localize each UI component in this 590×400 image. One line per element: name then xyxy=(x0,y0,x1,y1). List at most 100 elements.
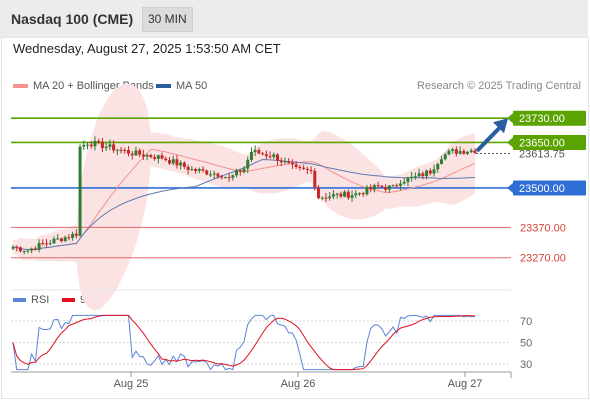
candle-body xyxy=(223,177,227,179)
candle-body xyxy=(115,149,119,151)
candle-body xyxy=(89,144,93,147)
candle-body xyxy=(350,195,354,198)
candle-body xyxy=(365,186,369,195)
candle-body xyxy=(343,191,347,197)
legend-rsi: RSI xyxy=(13,294,49,306)
level-tag-pointer xyxy=(507,113,513,124)
candle-body xyxy=(454,149,458,154)
candle-body xyxy=(179,162,183,166)
bollinger-band xyxy=(13,83,475,311)
candle-body xyxy=(428,170,432,174)
candle-body xyxy=(164,158,168,161)
candle-body xyxy=(320,197,324,199)
rsi-9ma-line xyxy=(12,314,476,371)
candle-body xyxy=(384,187,388,190)
candle-body xyxy=(372,185,376,190)
candle-body xyxy=(391,185,395,187)
candle-body xyxy=(97,141,101,143)
candle-body xyxy=(22,251,26,253)
candle-body xyxy=(279,160,283,163)
candle-body xyxy=(37,243,41,250)
interval-button[interactable]: 30 MIN xyxy=(142,7,193,32)
candle-body xyxy=(402,181,406,184)
candle-body xyxy=(317,187,321,199)
candle-body xyxy=(257,150,261,154)
candle-body xyxy=(346,191,350,198)
candle-body xyxy=(354,193,358,196)
candle-body xyxy=(462,151,466,154)
candle-body xyxy=(417,173,421,177)
candle-body xyxy=(235,170,239,176)
candle-body xyxy=(425,170,429,177)
candle-body xyxy=(190,169,194,171)
candle-body xyxy=(358,193,361,195)
candle-body xyxy=(160,155,164,159)
x-tick-label: Aug 27 xyxy=(448,378,483,390)
rsi-line xyxy=(12,314,476,371)
candle-body xyxy=(249,151,253,160)
candle-body xyxy=(205,170,209,175)
candle-body xyxy=(361,193,365,195)
candle-body xyxy=(380,185,384,188)
candle-body xyxy=(130,153,134,156)
candle-body xyxy=(264,154,268,157)
candle-body xyxy=(227,177,231,179)
rsi-tick-label: 30 xyxy=(520,359,532,371)
candle-body xyxy=(220,176,224,178)
candle-body xyxy=(100,141,104,149)
candle-body xyxy=(74,233,78,236)
candle-body xyxy=(123,149,127,151)
candle-body xyxy=(71,233,75,238)
candle-body xyxy=(268,156,272,158)
candle-body xyxy=(171,159,175,164)
x-tick-label: Aug 25 xyxy=(114,378,149,390)
candle-body xyxy=(112,144,116,151)
candle-body xyxy=(175,159,179,166)
candle-body xyxy=(369,186,373,190)
candle-body xyxy=(313,170,317,188)
candle-body xyxy=(410,176,414,178)
candle-body xyxy=(309,169,313,171)
level-tag-pointer xyxy=(507,182,513,193)
candle-body xyxy=(287,161,291,163)
candle-body xyxy=(93,141,97,147)
ma9-swatch xyxy=(62,298,75,302)
candle-body xyxy=(216,173,220,177)
candle-body xyxy=(63,237,67,242)
candle-body xyxy=(246,159,250,169)
rsi-tick-label: 70 xyxy=(520,316,532,328)
candle-body xyxy=(134,150,138,156)
candle-body xyxy=(387,185,391,190)
last-price-label: 23613.75 xyxy=(519,148,565,160)
level-tag-pointer xyxy=(507,137,513,148)
rsi-swatch xyxy=(13,298,26,302)
chart-header: Nasdaq 100 (CME) 30 MIN xyxy=(0,0,588,38)
candle-body xyxy=(156,155,160,159)
candle-body xyxy=(186,166,190,170)
candle-body xyxy=(208,174,212,176)
candle-body xyxy=(182,162,186,167)
x-tick-label: Aug 26 xyxy=(281,378,316,390)
candle-body xyxy=(331,194,335,197)
candle-body xyxy=(119,149,123,151)
candle-body xyxy=(376,185,380,187)
level-tag-23650.00 xyxy=(513,134,586,150)
candle-body xyxy=(398,183,402,186)
candle-body xyxy=(473,150,477,153)
candle-body xyxy=(78,146,82,236)
candle-body xyxy=(52,238,56,244)
candle-body xyxy=(167,160,171,164)
candle-body xyxy=(104,146,108,149)
level-label-23370.00: 23370.00 xyxy=(520,222,566,234)
candle-body xyxy=(432,169,436,174)
candle-body xyxy=(86,144,90,146)
instrument-title: Nasdaq 100 (CME) xyxy=(11,11,134,27)
legend-ma50: MA 50 xyxy=(156,80,207,92)
candle-body xyxy=(59,238,63,242)
candle-body xyxy=(11,247,15,249)
candle-body xyxy=(261,153,265,155)
candle-body xyxy=(45,243,49,245)
candle-body xyxy=(335,193,339,195)
level-tag-23730.00 xyxy=(513,110,586,126)
